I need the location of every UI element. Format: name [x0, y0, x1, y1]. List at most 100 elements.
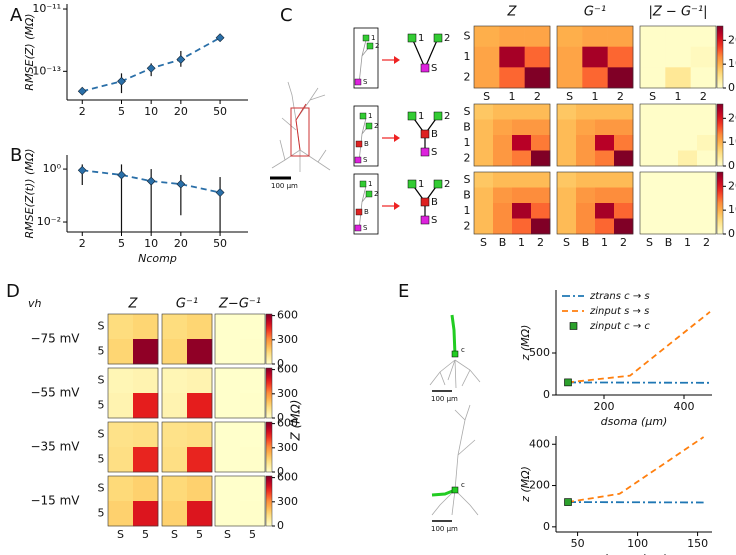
arrow-head: [394, 56, 400, 64]
column-title: G⁻¹: [584, 5, 606, 20]
heatmap-cell: [531, 119, 551, 136]
heatmap-cell: [697, 218, 717, 235]
heatmap-cell: [595, 150, 615, 167]
heatmap-cell: [512, 187, 532, 204]
heatmap-cell: [640, 26, 666, 47]
heatmap-cell: [595, 135, 615, 151]
tree-label: S: [431, 215, 437, 226]
heatmap-cell: [240, 314, 266, 340]
heatmap-cell: [162, 314, 188, 340]
heatmap-cell: [162, 393, 188, 419]
colorbar-tick-label: 600: [277, 363, 298, 376]
morphology-e: [429, 314, 481, 522]
x-tick-label: 5: [249, 528, 256, 541]
marker: [215, 33, 225, 43]
heatmap-cell: [187, 368, 213, 394]
heatmap-cell: [474, 203, 494, 219]
legend-swatch: [569, 322, 578, 330]
heatmap-cell: [659, 218, 679, 235]
tree-label: 2: [444, 33, 450, 44]
panel-letter: B: [10, 145, 22, 166]
heatmap-cell: [531, 203, 551, 219]
heatmap-frame: [473, 171, 551, 235]
heatmap-cell: [640, 172, 660, 188]
heatmap-frame: [639, 171, 717, 235]
heatmap-frame: [639, 103, 717, 167]
y-tick-label: S: [98, 482, 105, 495]
heatmap-cell: [557, 104, 577, 120]
heatmap-cell: [557, 67, 583, 89]
y-tick-label: S: [464, 29, 471, 42]
heatmap-cell: [187, 501, 213, 527]
x-tick-label: S: [117, 528, 124, 541]
y-tick-label: S: [464, 105, 471, 118]
heatmap-cell: [659, 135, 679, 151]
heatmap-cell: [108, 501, 134, 527]
heatmap-frame: [473, 25, 551, 89]
heatmap-cell: [133, 422, 159, 448]
heatmap-cell: [678, 203, 698, 219]
y-tick-label: 1: [464, 136, 471, 149]
heatmap-cell: [640, 187, 660, 204]
tree-label: 1: [418, 179, 424, 190]
y-tick-label: 1: [464, 50, 471, 63]
tree-label: B: [431, 197, 438, 208]
heatmap-frame: [556, 171, 634, 235]
heatmap-cell: [108, 314, 134, 340]
tree-node: [433, 179, 443, 189]
heatmap-cell: [493, 150, 513, 167]
heatmap-cell: [531, 150, 551, 167]
tree-node: [407, 111, 417, 121]
colorbar-tick-label: 600: [277, 309, 298, 322]
schematic-label: 2: [374, 190, 378, 198]
marker: [215, 188, 225, 197]
row-title: −55 mV: [30, 386, 80, 400]
tree-label: 1: [418, 33, 424, 44]
tree-label: B: [431, 129, 438, 140]
heatmap-cell: [576, 187, 596, 204]
heatmap-cell: [512, 203, 532, 219]
heatmap-cell: [557, 187, 577, 204]
heatmap-cell: [640, 104, 660, 120]
colorbar-tick-label: 200: [728, 111, 736, 124]
heatmap-cell: [512, 150, 532, 167]
schematic-node: [355, 140, 363, 148]
heatmap-cell: [512, 218, 532, 235]
heatmap-cell: [678, 172, 698, 188]
heatmap-cell: [614, 135, 634, 151]
x-tick-label: S: [566, 90, 573, 103]
marker: [77, 165, 87, 175]
schematic-node: [365, 122, 373, 130]
heatmap-cell: [162, 447, 188, 473]
y-tick-label: 5: [98, 345, 105, 358]
y-tick-label: S: [464, 173, 471, 186]
panel-letter: D: [6, 281, 20, 302]
heatmap-cell: [187, 422, 213, 448]
y-tick-label: 10⁰: [43, 162, 62, 175]
x-tick-label: 2: [537, 236, 544, 249]
heatmap-cell: [582, 46, 608, 68]
tree-node: [420, 197, 430, 207]
heatmap-cell: [697, 203, 717, 219]
y-tick-label: 0: [543, 388, 550, 401]
heatmap-cell: [524, 26, 551, 47]
heatmap-cell: [557, 172, 577, 188]
heatmap-cell: [512, 104, 532, 120]
heatmap-cell: [576, 218, 596, 235]
node: [451, 350, 459, 358]
heatmap-cell: [474, 67, 500, 89]
heatmap-cell: [582, 67, 608, 89]
heatmap-cell: [665, 46, 691, 68]
heatmap-cell: [474, 218, 494, 235]
y-tick-label: 5: [98, 399, 105, 412]
arrow-head: [394, 202, 400, 210]
heatmap-frame: [214, 367, 266, 419]
colorbar: [265, 475, 273, 527]
row-title: −75 mV: [30, 332, 80, 346]
heatmap-cell: [240, 422, 266, 448]
colorbar-tick-label: 100: [728, 135, 736, 148]
heatmap-cell: [640, 67, 666, 89]
y-axis-label: z (MΩ): [519, 466, 532, 503]
schematic-node: [362, 34, 370, 42]
